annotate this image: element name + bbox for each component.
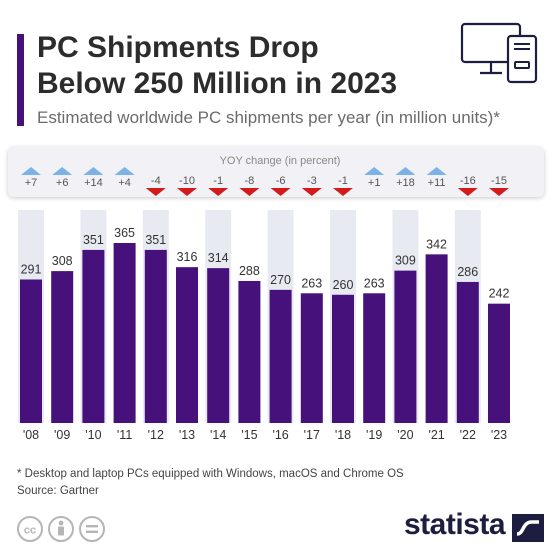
bar-value-label: 309 xyxy=(395,254,416,268)
x-tick-label: '08 xyxy=(23,428,39,442)
bar xyxy=(488,303,510,423)
x-tick-label: '21 xyxy=(428,428,444,442)
yoy-down-arrow xyxy=(145,188,166,196)
yoy-label: -3 xyxy=(307,175,317,187)
x-tick-label: '11 xyxy=(117,428,132,442)
yoy-up-arrow xyxy=(83,167,104,175)
yoy-label: +1 xyxy=(368,177,381,189)
bar-value-label: 365 xyxy=(114,226,135,240)
bar xyxy=(207,268,230,423)
x-tick-label: '19 xyxy=(366,428,382,442)
x-tick-label: '13 xyxy=(179,428,195,442)
license-icons: cc xyxy=(17,516,105,542)
yoy-label: -8 xyxy=(245,175,255,187)
bar xyxy=(20,279,42,423)
bar xyxy=(300,293,323,423)
yoy-label: -1 xyxy=(338,175,348,187)
yoy-down-arrow xyxy=(177,188,197,196)
x-tick-label: '16 xyxy=(272,428,288,442)
bar-value-label: 286 xyxy=(457,265,478,279)
desktop-phone-icon xyxy=(460,22,538,84)
footnote: * Desktop and laptop PCs equipped with W… xyxy=(17,468,404,480)
bar-value-label: 351 xyxy=(83,233,104,247)
bar-value-label: 263 xyxy=(301,276,322,290)
yoy-label: +11 xyxy=(428,177,446,189)
x-tick-label: '22 xyxy=(460,428,476,442)
yoy-up-arrow xyxy=(21,167,41,175)
x-tick-label: '09 xyxy=(54,428,70,442)
nd-icon xyxy=(79,516,105,542)
yoy-label: +14 xyxy=(84,177,103,189)
bar-value-label: 291 xyxy=(21,262,42,276)
chart-title: PC Shipments Drop Below 250 Million in 2… xyxy=(37,30,457,102)
title-line-2: Below 250 Million in 2023 xyxy=(37,67,398,100)
source: Source: Gartner xyxy=(17,485,99,497)
bar xyxy=(425,254,448,423)
yoy-down-arrow xyxy=(301,188,322,196)
yoy-label: -10 xyxy=(179,175,195,187)
title-line-1: PC Shipments Drop xyxy=(37,31,319,64)
statista-logo-icon xyxy=(512,514,544,542)
bar-value-label: 270 xyxy=(270,273,291,287)
yoy-down-arrow xyxy=(333,188,353,196)
x-tick-label: '10 xyxy=(85,428,101,442)
x-tick-label: '15 xyxy=(241,428,257,442)
bar-value-label: 242 xyxy=(489,287,510,301)
bar xyxy=(51,271,74,423)
yoy-label: -4 xyxy=(151,175,161,187)
yoy-up-arrow xyxy=(395,167,416,175)
x-tick-label: '17 xyxy=(304,428,320,442)
yoy-label: -1 xyxy=(213,175,223,187)
yoy-label: -15 xyxy=(491,175,507,187)
yoy-down-arrow xyxy=(489,188,509,196)
bar-value-label: 314 xyxy=(208,251,229,265)
yoy-label: -6 xyxy=(276,175,286,187)
x-tick-label: '20 xyxy=(397,428,413,442)
bar-value-label: 260 xyxy=(333,278,354,292)
yoy-down-arrow xyxy=(457,188,478,196)
yoy-label: +4 xyxy=(118,177,131,189)
bar-chart: 291 '08 +7 308 '09 +6 351 '10 +14 365 '11 +4 351 '12 -… xyxy=(18,167,510,442)
bar-value-label: 308 xyxy=(52,254,73,268)
statista-logo-text: statista xyxy=(404,508,506,541)
bar-value-label: 342 xyxy=(426,237,447,251)
yoy-label: +6 xyxy=(56,177,69,189)
svg-text:cc: cc xyxy=(24,525,36,537)
bar xyxy=(238,280,261,423)
cc-icon: cc xyxy=(17,516,43,542)
x-tick-label: '12 xyxy=(148,428,164,442)
title-accent-bar xyxy=(17,34,24,126)
x-tick-label: '23 xyxy=(491,428,507,442)
bar-value-label: 316 xyxy=(177,250,198,264)
bar-value-label: 351 xyxy=(145,233,166,247)
yoy-up-arrow xyxy=(52,167,73,175)
yoy-down-arrow xyxy=(239,188,260,196)
by-icon xyxy=(48,516,74,542)
x-tick-label: '18 xyxy=(335,428,351,442)
bar xyxy=(113,243,136,423)
bar-value-label: 263 xyxy=(364,276,385,290)
yoy-title: YOY change (in percent) xyxy=(219,155,341,167)
bar xyxy=(176,267,198,423)
yoy-label: -16 xyxy=(460,175,476,187)
yoy-up-arrow xyxy=(114,167,135,175)
bar xyxy=(394,270,417,423)
bar xyxy=(82,249,105,423)
yoy-label: +18 xyxy=(396,177,415,189)
yoy-up-arrow xyxy=(426,167,447,175)
bar xyxy=(332,294,354,423)
yoy-down-arrow xyxy=(208,188,229,196)
yoy-up-arrow xyxy=(364,167,385,175)
bar xyxy=(269,289,292,423)
bar-value-label: 288 xyxy=(239,264,260,278)
yoy-label: +7 xyxy=(25,177,38,189)
bar xyxy=(363,293,386,423)
bar xyxy=(144,249,167,423)
chart-subtitle: Estimated worldwide PC shipments per yea… xyxy=(37,108,500,127)
bar xyxy=(456,281,479,423)
yoy-down-arrow xyxy=(270,188,291,196)
x-tick-label: '14 xyxy=(210,428,226,442)
